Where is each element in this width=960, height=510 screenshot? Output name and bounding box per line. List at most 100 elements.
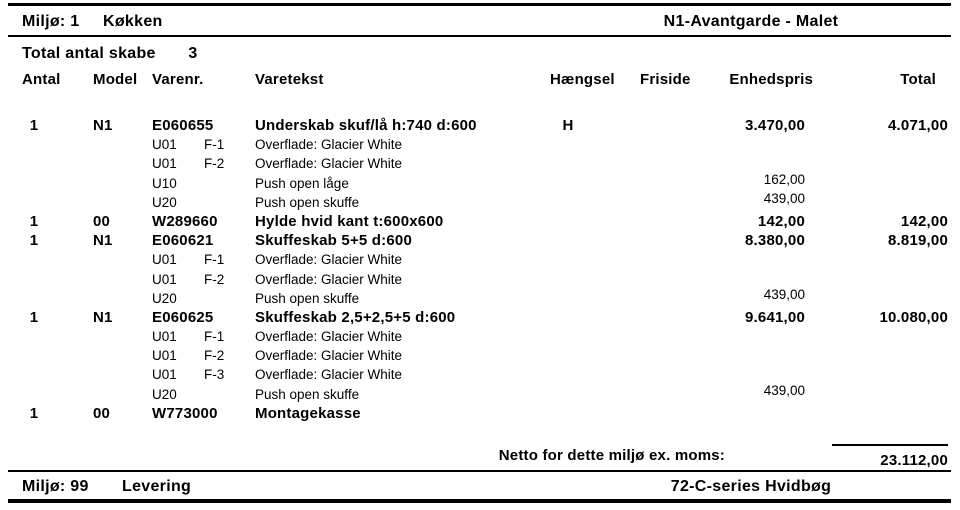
- cell-haengsel: H: [562, 117, 574, 134]
- table-row: 1 00 W773000 Montagekasse: [0, 404, 960, 423]
- cell-enhedspris: 8.380,00: [745, 232, 805, 250]
- rule-pre-footer: [8, 470, 951, 472]
- cell-varetekst: Push open skuffe: [255, 386, 360, 402]
- cell-model: N1: [93, 232, 113, 250]
- series-title: N1-Avantgarde - Malet: [663, 13, 839, 30]
- cell-varenr: E060655: [152, 117, 214, 134]
- cell-varetekst: Overflade: Glacier White: [255, 271, 403, 287]
- cell-varenr: U01: [152, 348, 177, 364]
- cell-enhedspris: 439,00: [763, 382, 805, 398]
- rule-above-total: [832, 444, 948, 446]
- cell-varenr: W773000: [152, 404, 218, 422]
- column-header-varetekst: Varetekst: [255, 71, 324, 88]
- cell-varetekst: Montagekasse: [255, 404, 361, 422]
- cabinet-count-value: 3: [188, 45, 198, 62]
- cell-enhedspris: 439,00: [763, 190, 805, 206]
- column-header-friside: Friside: [640, 71, 691, 88]
- table-row: 1 N1 E060625 Skuffeskab 2,5+2,5+5 d:600 …: [0, 308, 960, 327]
- cell-varetekst: Overflade: Glacier White: [255, 137, 403, 153]
- cell-antal: 1: [29, 212, 39, 230]
- net-total-value: 23.112,00: [880, 452, 948, 469]
- cell-enhedspris: 9.641,00: [745, 308, 805, 326]
- column-header-haengsel: Hængsel: [550, 71, 615, 88]
- table-subrow: U01 F-2 Overflade: Glacier White: [0, 346, 960, 365]
- cell-total: 8.819,00: [888, 232, 948, 250]
- cell-varenr: W289660: [152, 212, 218, 230]
- cell-varenr: U01: [152, 137, 177, 153]
- column-header-varenr: Varenr.: [152, 71, 204, 88]
- cabinet-count-label: Total antal skabe: [22, 45, 156, 62]
- cell-varetekst: Push open skuffe: [255, 290, 360, 306]
- cell-enhedspris: 142,00: [757, 212, 805, 230]
- cell-antal: 1: [29, 232, 39, 250]
- cell-total: 4.071,00: [888, 117, 948, 134]
- cell-varetekst: Skuffeskab 5+5 d:600: [255, 232, 412, 250]
- footer-series-title: 72-C-series Hvidbøg: [670, 478, 832, 495]
- table-row: 1 N1 E060655 Underskab skuf/lå h:740 d:6…: [0, 116, 960, 135]
- table-subrow: U01 F-1 Overflade: Glacier White: [0, 250, 960, 269]
- net-total-label: Netto for dette miljø ex. moms:: [498, 447, 725, 464]
- cell-front-code: F-1: [204, 329, 225, 345]
- cell-varenr: U20: [152, 194, 177, 210]
- column-header-model: Model: [93, 71, 138, 88]
- cell-antal: 1: [29, 308, 39, 326]
- cell-varenr: U01: [152, 271, 177, 287]
- rule-bottom: [8, 499, 951, 503]
- column-header-antal: Antal: [22, 71, 61, 88]
- table-row: 1 00 W289660 Hylde hvid kant t:600x600 1…: [0, 212, 960, 231]
- cell-varenr: E060621: [152, 232, 214, 250]
- environment-number: Miljø: 1: [22, 13, 80, 30]
- rule-header-separator: [8, 35, 951, 37]
- cell-front-code: F-2: [204, 348, 225, 364]
- cell-varenr: E060625: [152, 308, 214, 326]
- column-header-enhedspris: Enhedspris: [729, 71, 813, 88]
- cell-varetekst: Overflade: Glacier White: [255, 156, 403, 172]
- environment-name: Køkken: [103, 13, 163, 30]
- cell-varetekst: Overflade: Glacier White: [255, 367, 403, 383]
- table-row: 1 N1 E060621 Skuffeskab 5+5 d:600 8.380,…: [0, 231, 960, 250]
- cell-enhedspris: 162,00: [763, 171, 805, 187]
- cell-varetekst: Underskab skuf/lå h:740 d:600: [255, 117, 477, 134]
- cell-varenr: U20: [152, 290, 177, 306]
- cell-antal: 1: [29, 404, 39, 422]
- table-subrow: U01 F-3 Overflade: Glacier White: [0, 365, 960, 384]
- cell-front-code: F-3: [204, 367, 225, 383]
- cell-front-code: F-1: [204, 137, 225, 153]
- cell-front-code: F-2: [204, 271, 225, 287]
- table-body: 1 N1 E060655 Underskab skuf/lå h:740 d:6…: [0, 116, 960, 423]
- table-subrow: U10 Push open låge 162,00: [0, 172, 960, 193]
- cell-varetekst: Overflade: Glacier White: [255, 348, 403, 364]
- cell-model: 00: [93, 404, 111, 422]
- cell-varenr: U01: [152, 252, 177, 268]
- cell-model: 00: [93, 212, 111, 230]
- cell-varenr: U01: [152, 156, 177, 172]
- cell-antal: 1: [29, 117, 39, 134]
- cell-varetekst: Push open skuffe: [255, 194, 360, 210]
- table-subrow: U20 Push open skuffe 439,00: [0, 191, 960, 212]
- table-subrow: U20 Push open skuffe 439,00: [0, 287, 960, 308]
- cell-varenr: U01: [152, 329, 177, 345]
- cell-varenr: U01: [152, 367, 177, 383]
- table-subrow: U01 F-2 Overflade: Glacier White: [0, 270, 960, 289]
- table-subrow: U20 Push open skuffe 439,00: [0, 383, 960, 404]
- cell-varetekst: Hylde hvid kant t:600x600: [255, 212, 444, 230]
- cell-enhedspris: 3.470,00: [745, 117, 805, 134]
- table-subrow: U01 F-1 Overflade: Glacier White: [0, 135, 960, 154]
- table-subrow: U01 F-2 Overflade: Glacier White: [0, 154, 960, 173]
- footer-environment-number: Miljø: 99: [22, 478, 89, 495]
- cell-total: 10.080,00: [879, 308, 948, 326]
- cell-varenr: U20: [152, 386, 177, 402]
- footer-environment-name: Levering: [122, 478, 192, 495]
- cell-varetekst: Overflade: Glacier White: [255, 329, 403, 345]
- cell-varetekst: Skuffeskab 2,5+2,5+5 d:600: [255, 308, 456, 326]
- column-header-total: Total: [900, 71, 936, 88]
- cell-varetekst: Overflade: Glacier White: [255, 252, 403, 268]
- cell-model: N1: [93, 117, 113, 134]
- rule-top: [8, 3, 951, 6]
- cell-front-code: F-2: [204, 156, 225, 172]
- cell-varetekst: Push open låge: [255, 175, 349, 191]
- cell-enhedspris: 439,00: [763, 286, 805, 302]
- cell-varenr: U10: [152, 175, 177, 191]
- table-subrow: U01 F-1 Overflade: Glacier White: [0, 327, 960, 346]
